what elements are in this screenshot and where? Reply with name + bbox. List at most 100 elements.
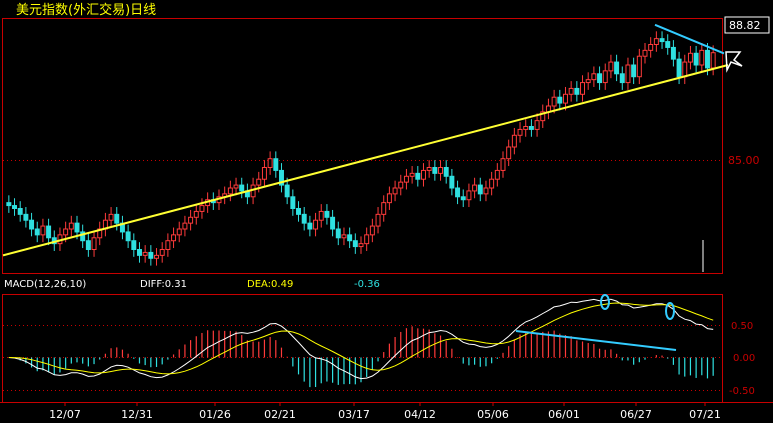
candle — [17, 201, 23, 222]
candle — [506, 139, 512, 167]
candle — [23, 207, 29, 228]
candle — [619, 66, 625, 90]
candle — [131, 233, 137, 257]
diff-line — [8, 298, 714, 380]
candle — [6, 195, 12, 213]
candle — [625, 57, 631, 90]
macd-dea: DEA:0.49 — [247, 279, 293, 290]
candle — [392, 180, 398, 202]
candle — [528, 119, 534, 137]
candle — [46, 218, 52, 246]
candle — [534, 113, 540, 137]
candle — [375, 207, 381, 234]
candle — [597, 66, 603, 90]
candle — [301, 207, 307, 231]
candle — [352, 233, 358, 254]
candle — [80, 224, 86, 249]
candle — [273, 151, 279, 178]
x-tick-label: 03/17 — [338, 408, 370, 421]
candle — [403, 168, 409, 190]
candle — [341, 227, 347, 246]
candle — [119, 215, 125, 240]
candlestick-series — [6, 31, 716, 266]
x-tick-label: 07/21 — [689, 408, 721, 421]
candle — [653, 31, 659, 52]
divergence-line — [515, 330, 677, 351]
candle — [182, 215, 188, 237]
candle — [477, 177, 483, 202]
candle — [239, 177, 245, 199]
macd-lines — [8, 294, 714, 380]
candle — [557, 89, 563, 111]
candle — [443, 160, 449, 184]
candle — [369, 218, 375, 243]
candle — [313, 212, 319, 237]
support-trendline — [2, 64, 729, 257]
macd-gridlines — [3, 325, 722, 391]
candle — [261, 160, 267, 187]
candle — [574, 81, 580, 102]
candle — [642, 43, 648, 64]
chart-frame — [0, 18, 773, 403]
x-tick-label: 06/27 — [620, 408, 652, 421]
last-price-box — [724, 16, 770, 34]
candle — [154, 248, 160, 266]
macd-header: MACD(12,26,10) DIFF:0.31 DEA:0.49 -0.36 — [4, 279, 380, 290]
candle — [358, 236, 364, 254]
candle — [409, 166, 415, 184]
candle — [307, 215, 313, 237]
macd-value: -0.36 — [354, 279, 380, 290]
macd-histogram — [13, 326, 714, 388]
candle — [398, 174, 404, 196]
candle — [114, 207, 120, 231]
candle — [687, 45, 693, 70]
candle — [227, 180, 233, 202]
peak-marker-2 — [665, 302, 675, 320]
x-axis: 12/07 12/31 01/26 02/21 03/17 04/12 05/06 06/01… — [49, 402, 721, 421]
candle — [420, 163, 426, 187]
candle — [278, 163, 284, 193]
macd-name: MACD(12,26,10) — [4, 279, 86, 290]
candle — [551, 89, 557, 114]
resistance-trendline — [654, 23, 725, 55]
candle — [545, 98, 551, 120]
candle — [244, 183, 250, 205]
macd-diff: DIFF:0.31 — [140, 279, 187, 290]
candle — [631, 57, 637, 85]
candle — [432, 160, 438, 181]
candle — [636, 48, 642, 85]
candle — [608, 54, 614, 79]
candle — [364, 227, 370, 251]
candle — [267, 151, 273, 175]
candle — [381, 195, 387, 222]
candle — [136, 242, 142, 263]
candle — [34, 221, 40, 243]
macd-tick-neg: -0.50 — [729, 386, 755, 397]
candle — [500, 151, 506, 178]
x-tick-label: 12/07 — [49, 408, 81, 421]
candle — [12, 198, 18, 216]
candle — [426, 160, 432, 178]
candle — [460, 189, 466, 208]
candle — [330, 209, 336, 237]
candle — [540, 104, 546, 128]
x-tick-label: 01/26 — [199, 408, 231, 421]
candle — [125, 224, 131, 249]
macd-tick-zero: 0.00 — [733, 353, 755, 364]
candle — [171, 227, 177, 249]
candle — [233, 177, 239, 196]
x-tick-label: 05/06 — [477, 408, 509, 421]
candle — [296, 201, 302, 222]
trend-lines — [2, 23, 743, 272]
dea-line — [8, 302, 714, 375]
candle — [438, 160, 444, 181]
candle — [602, 63, 608, 90]
candle — [284, 177, 290, 205]
candle — [699, 43, 705, 73]
direction-arrow-icon — [725, 51, 743, 73]
candle — [108, 207, 114, 228]
candle — [102, 212, 108, 237]
candle — [165, 233, 171, 257]
peak-marker-1 — [600, 294, 610, 310]
